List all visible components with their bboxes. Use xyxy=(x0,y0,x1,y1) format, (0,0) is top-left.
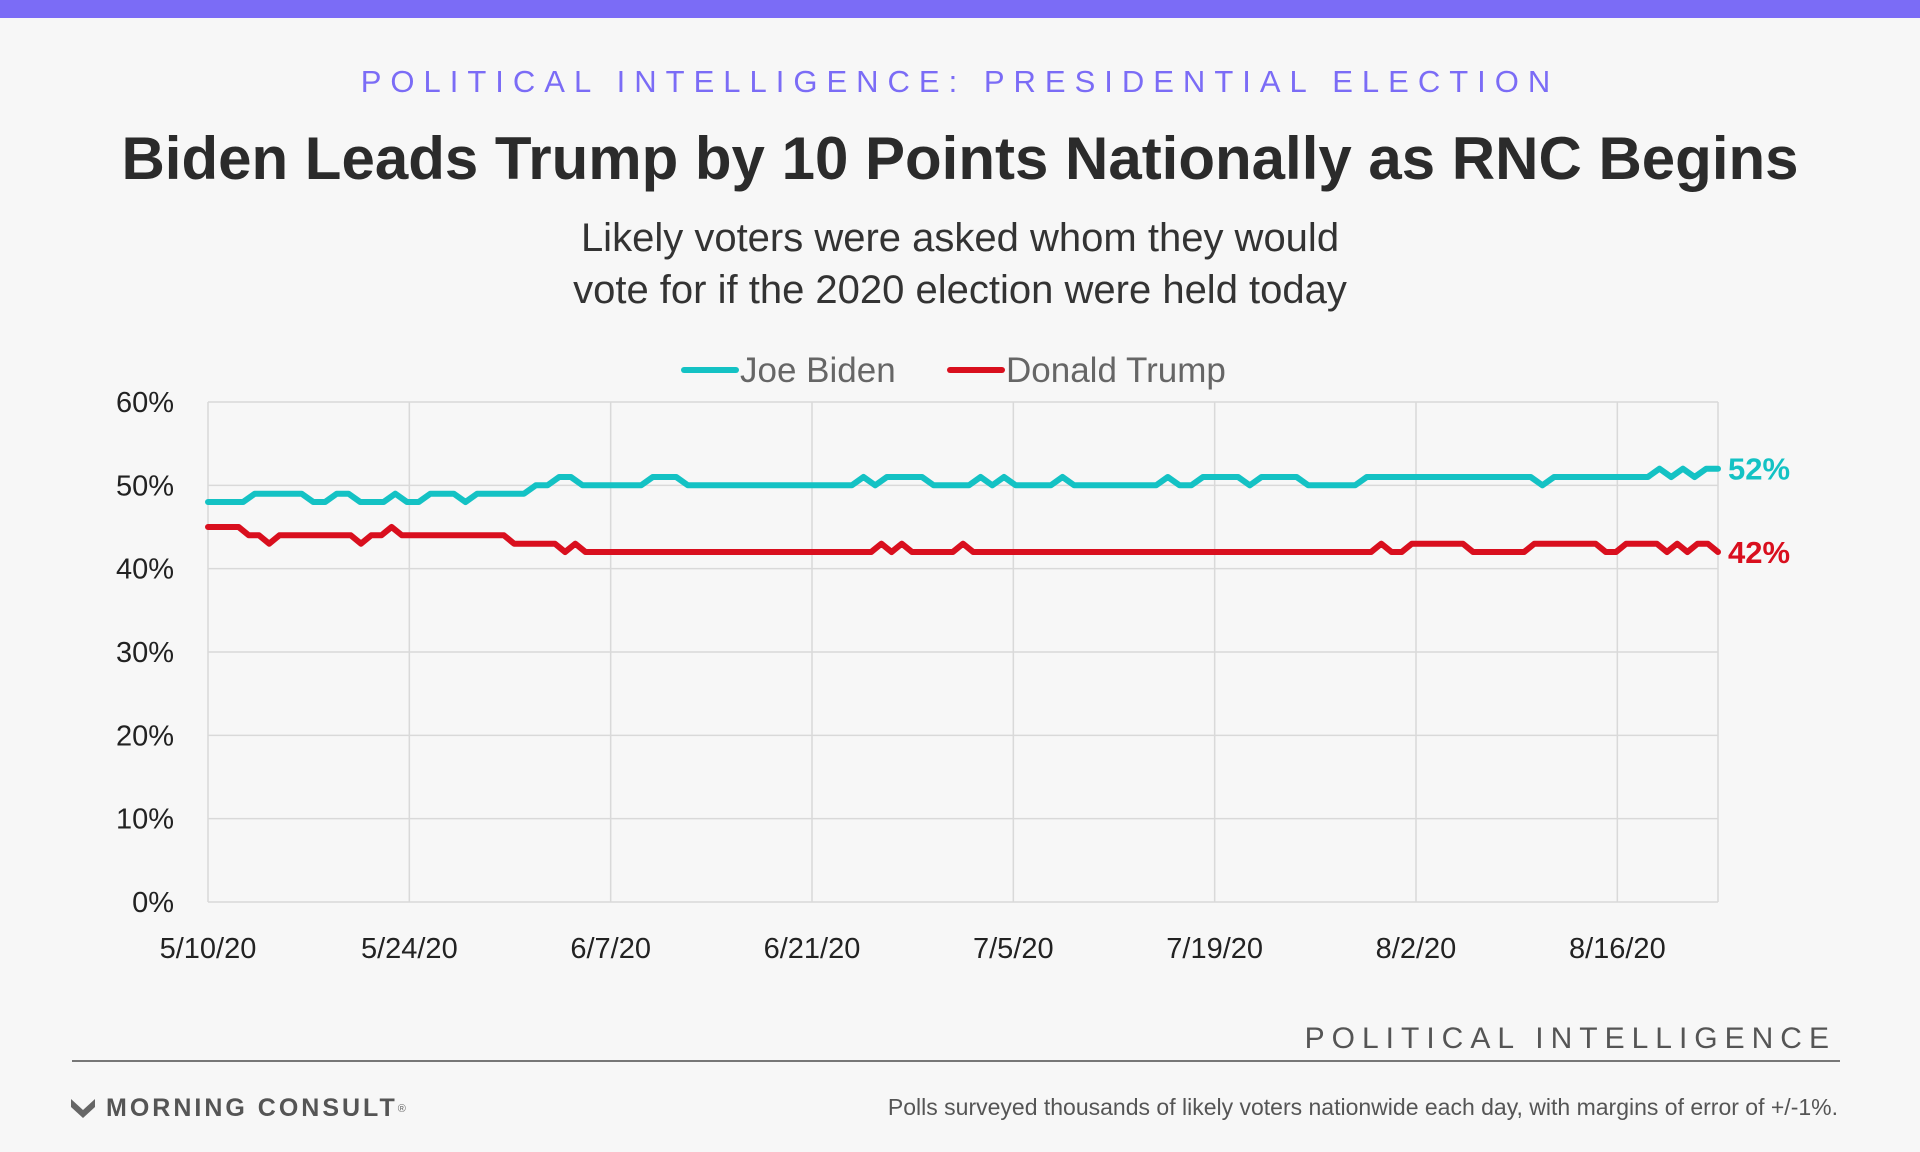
morning-consult-m-icon xyxy=(71,1098,95,1118)
subtitle-line-1: Likely voters were asked whom they would xyxy=(580,216,1340,260)
legend-trump-label: Donald Trump xyxy=(1006,351,1226,390)
y-tick-label: 40% xyxy=(116,554,174,586)
x-tick-label: 7/19/20 xyxy=(1166,933,1263,965)
x-tick-label: 8/2/20 xyxy=(1376,933,1457,965)
series-line-trump xyxy=(205,524,1721,555)
logo-text: MORNING CONSULT xyxy=(106,1094,398,1122)
legend: Joe Biden Donald Trump xyxy=(681,351,1226,390)
line-chart: 0% 10% 20% 30% 40% 50% 60% 5/10/20 5/24/20 6/7/20… xyxy=(116,351,1790,965)
x-tick-label: 6/21/20 xyxy=(764,933,861,965)
chart-subtitle: Likely voters were asked whom they would… xyxy=(460,212,1460,316)
methodology-note: Polls surveyed thousands of likely voter… xyxy=(887,1094,1838,1120)
footer-divider xyxy=(72,1060,1840,1062)
chart-title: Biden Leads Trump by 10 Points Nationall… xyxy=(121,125,1799,192)
x-tick-label: 8/16/20 xyxy=(1569,933,1666,965)
series-layer: 52% 42% xyxy=(205,452,1790,570)
y-tick-label: 50% xyxy=(116,470,174,502)
y-tick-label: 20% xyxy=(116,720,174,752)
y-tick-label: 0% xyxy=(132,887,174,919)
kicker-label: POLITICAL INTELLIGENCE: PRESIDENTIAL ELE… xyxy=(360,64,1560,99)
axis-layer: 0% 10% 20% 30% 40% 50% 60% 5/10/20 5/24/20 6/7/20… xyxy=(116,387,1666,965)
end-value-label: 52% xyxy=(1728,452,1790,487)
brand-wordmark: POLITICAL INTELLIGENCE xyxy=(1304,1022,1836,1055)
morning-consult-logo: MORNING CONSULT ® xyxy=(70,1094,406,1123)
x-tick-label: 5/24/20 xyxy=(361,933,458,965)
top-accent-bar xyxy=(0,0,1920,18)
x-tick-label: 6/7/20 xyxy=(570,933,651,965)
registered-mark: ® xyxy=(397,1102,406,1115)
subtitle-line-2: vote for if the 2020 election were held … xyxy=(573,268,1347,312)
end-value-label: 42% xyxy=(1728,535,1790,570)
y-tick-label: 30% xyxy=(116,637,174,669)
legend-biden-label: Joe Biden xyxy=(740,351,896,390)
y-tick-label: 60% xyxy=(116,387,174,419)
x-tick-label: 7/5/20 xyxy=(973,933,1054,965)
y-tick-label: 10% xyxy=(116,804,174,836)
series-line-biden xyxy=(205,465,1721,505)
x-tick-label: 5/10/20 xyxy=(160,933,257,965)
